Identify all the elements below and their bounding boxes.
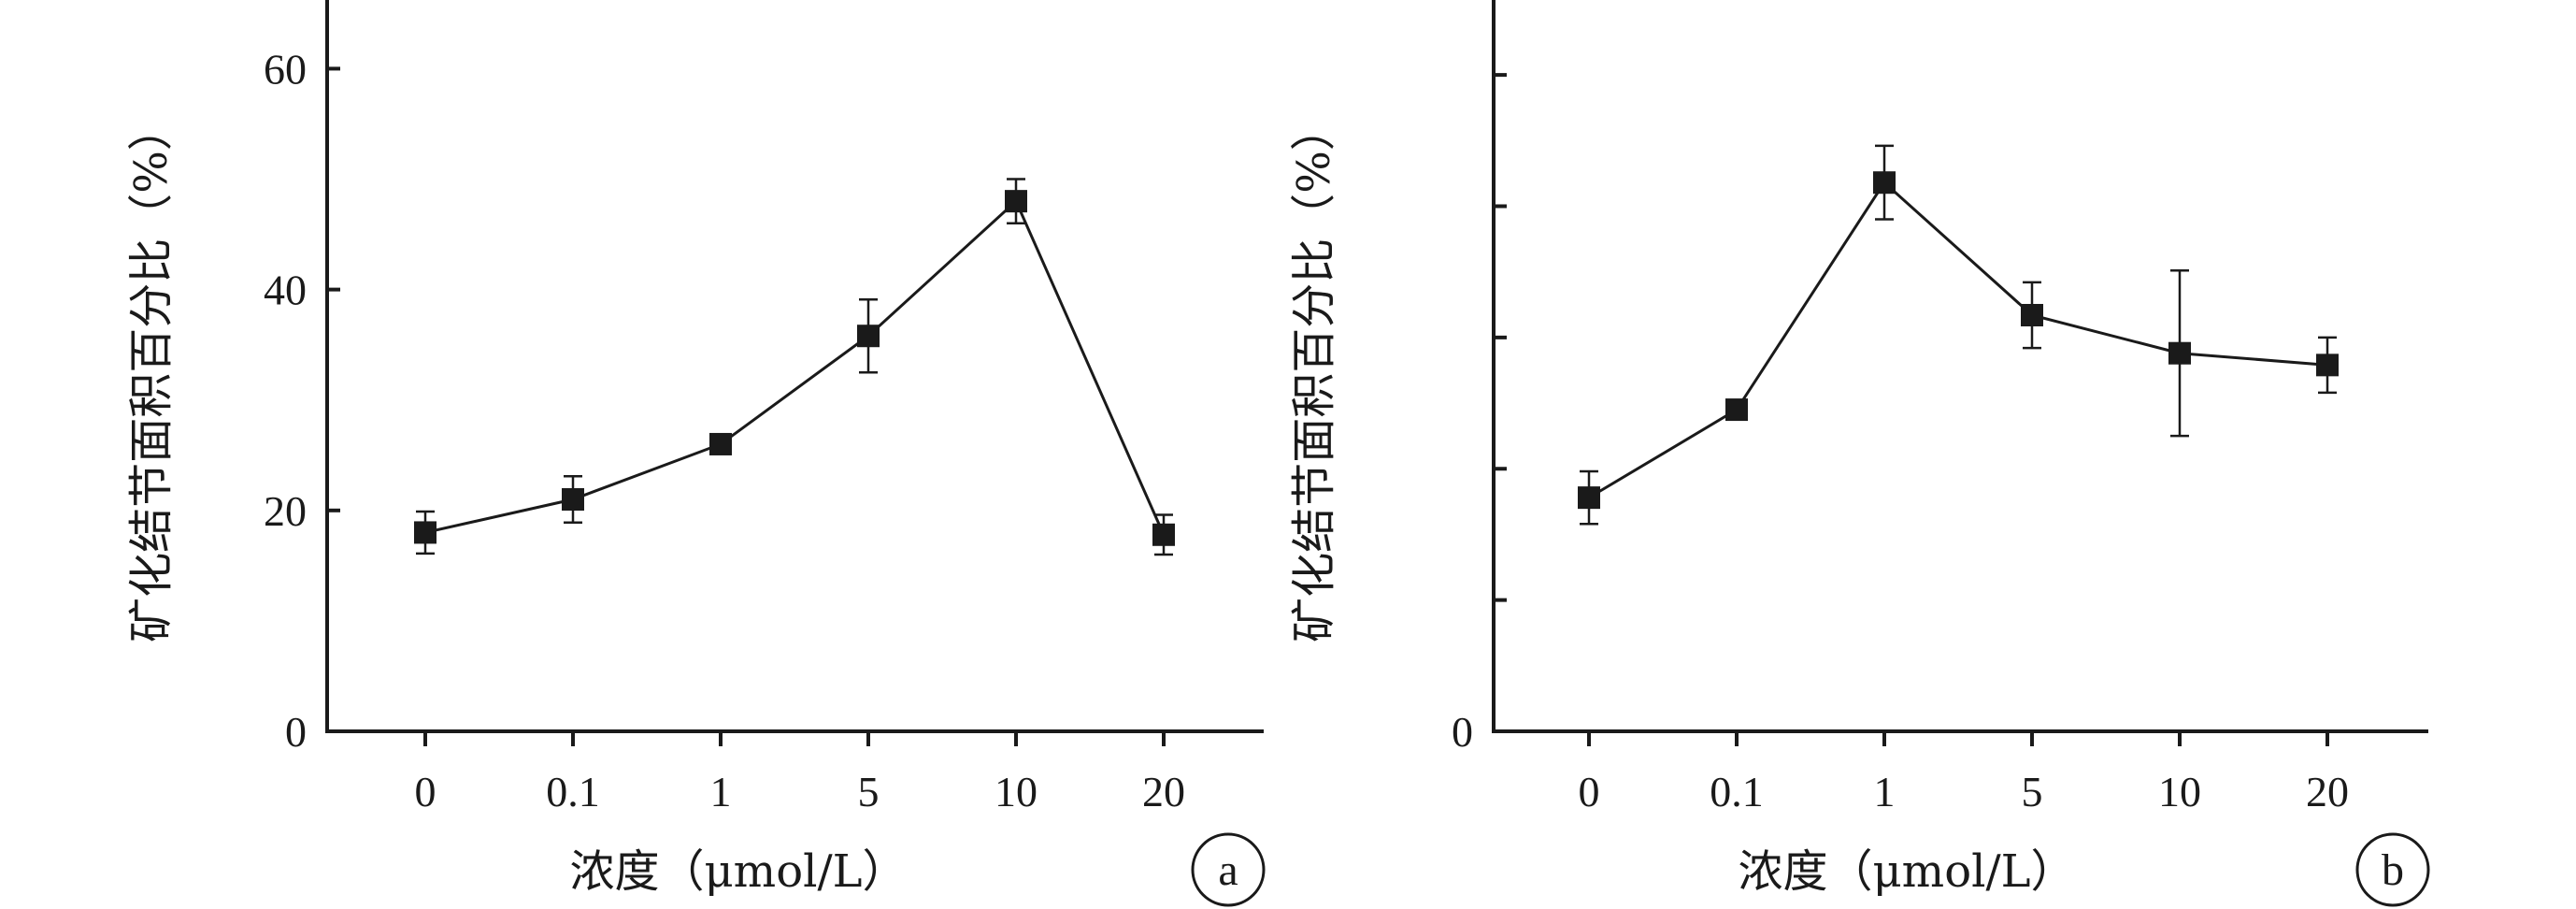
y-tick-label: 0 [1452,708,1473,756]
data-point [2168,341,2191,365]
panel-label-circle [1191,832,1266,907]
x-tick-label: 10 [995,768,1038,815]
x-axis-title: 浓度（μmol/L） [1738,845,2075,898]
data-point [709,432,732,455]
x-tick-label: 5 [2022,768,2043,815]
data-point [1725,398,1748,422]
data-point [857,325,880,348]
data-point [562,488,584,511]
x-tick-label: 5 [858,768,880,815]
x-tick-label: 20 [2306,768,2349,815]
data-point [414,521,436,544]
x-tick-label: 1 [710,768,732,815]
data-point [1578,486,1600,510]
y-axis-title: 矿化结节面积百分比（%） [1288,106,1340,642]
panel-label: a [1218,845,1238,895]
data-point [1873,171,1896,195]
chart-panel-b: 0 0 0.1 1 5 10 20 矿化结节面积百分比（%） 浓度（μmol/L） b [1288,0,2430,907]
panel-label-circle [2355,832,2430,907]
data-point [2021,304,2043,327]
data-point [2316,354,2339,377]
x-tick-label: 10 [2158,768,2201,815]
y-tick-label: 40 [264,267,307,314]
series-line [424,198,1166,536]
panel-label: b [2382,845,2404,895]
x-tick-label: 20 [1142,768,1185,815]
data-point [1005,190,1027,213]
x-tick-label: 0.1 [546,768,600,815]
x-tick-label: 0 [1579,768,1600,815]
series-line [1588,180,2328,499]
data-point [1152,523,1175,546]
y-tick-label: 60 [264,45,307,93]
x-axis-title: 浓度（μmol/L） [569,845,907,898]
x-tick-label: 0 [415,768,436,815]
y-tick-label: 0 [285,708,307,756]
x-tick-label: 0.1 [1710,768,1764,815]
chart-panel-a: 0 20 40 60 0 0.1 1 5 10 20 矿化结节面积百分比（%） 浓度（μmol/L） a [125,0,1266,907]
y-axis-title: 矿化结节面积百分比（%） [125,106,178,642]
x-tick-label: 1 [1874,768,1896,815]
y-tick-label: 20 [264,487,307,535]
